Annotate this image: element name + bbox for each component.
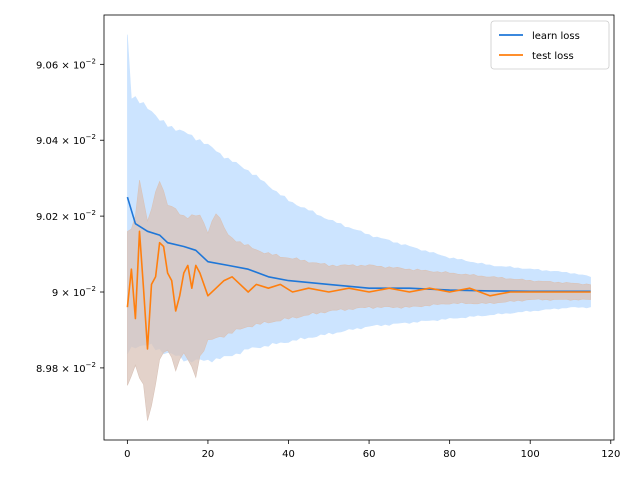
x-tick-label: 120 xyxy=(601,449,620,460)
plot-frame xyxy=(103,14,615,441)
x-tick-label: 0 xyxy=(124,449,130,460)
y-tick-label: 9 × 10−2 xyxy=(52,285,96,299)
legend-box xyxy=(490,20,610,70)
x-tick-label: 20 xyxy=(202,449,215,460)
y-tick-label: 9.04 × 10−2 xyxy=(36,133,96,147)
y-tick-label: 9.02 × 10−2 xyxy=(36,209,96,223)
x-tick-label: 60 xyxy=(363,449,376,460)
series-lines xyxy=(126,196,591,350)
confidence-bands xyxy=(127,34,591,421)
x-axis: 0 20 40 60 80 100 120 xyxy=(124,440,620,460)
y-tick-label: 8.98 × 10−2 xyxy=(36,361,96,375)
legend-label: test loss xyxy=(532,51,574,62)
series-line-test-loss xyxy=(126,230,591,350)
y-axis: 8.98 × 10−2 9 × 10−2 9.02 × 10−2 9.04 × 10−… xyxy=(36,57,104,375)
legend-label: learn loss xyxy=(532,31,580,42)
legend: learn loss test loss xyxy=(490,20,610,70)
x-tick-label: 100 xyxy=(521,449,540,460)
series-line-learn-loss xyxy=(126,196,591,293)
y-tick-label: 9.06 × 10−2 xyxy=(36,57,96,71)
x-tick-label: 40 xyxy=(282,449,295,460)
x-tick-label: 80 xyxy=(443,449,456,460)
band-test-loss xyxy=(127,179,591,421)
